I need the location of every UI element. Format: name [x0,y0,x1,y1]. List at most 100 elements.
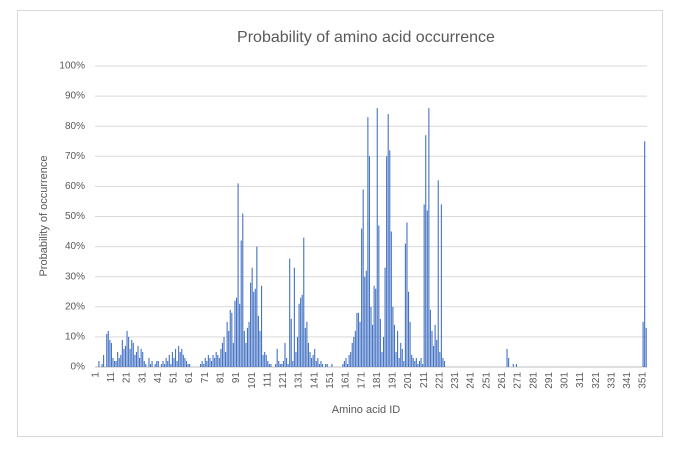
bar [275,363,277,367]
x-tick-label: 131 [294,372,305,389]
x-tick-label: 331 [606,372,617,389]
bar [422,363,424,367]
bar [107,330,109,367]
x-tick-label: 101 [247,372,258,389]
bar [154,363,156,367]
x-tick-label: 161 [341,372,352,389]
bar [162,360,164,367]
bar [431,330,433,367]
bar [293,267,295,367]
x-tick-label: 21 [122,372,133,384]
bar [206,360,208,367]
bar [228,330,230,367]
bar [160,363,163,367]
bar [220,348,222,367]
bar [436,339,438,367]
bar [506,348,508,367]
bar [392,306,394,367]
bar [301,294,303,367]
x-tick-label: 271 [513,372,524,389]
bar [403,360,405,367]
bar [265,354,267,367]
bar [321,363,324,367]
y-tick-label: 70% [65,151,85,162]
bar [156,360,158,367]
bar [118,357,120,367]
bar [218,357,220,367]
bar [415,357,417,367]
bar [395,351,397,367]
bar [209,357,211,367]
bar [245,342,247,367]
bar [303,237,305,367]
x-tick-label: 181 [372,372,383,389]
bar [248,321,250,367]
bar [270,363,272,367]
bar [437,180,439,367]
bar [365,270,367,367]
bar [645,327,647,367]
bar [318,363,320,367]
bar [201,360,203,367]
x-tick-label: 231 [450,372,461,389]
bar [418,360,421,367]
bar [134,354,136,367]
bar [298,303,300,367]
bar [428,108,430,367]
x-tick-label: 241 [466,372,477,389]
bar [126,330,128,367]
bar [367,117,369,367]
bar [221,342,223,367]
bar [384,267,386,367]
x-tick-label: 171 [356,372,367,389]
bar [390,231,392,367]
bar [515,363,517,367]
bar [110,342,112,367]
x-tick-label: 321 [591,372,602,389]
bar [306,321,308,367]
bar [325,363,327,367]
bar [254,288,256,367]
bar [215,351,217,367]
bar [290,318,292,367]
x-tick-label: 11 [106,372,117,383]
bar [251,267,253,367]
bar [203,363,205,367]
bar [181,348,183,367]
bar [174,348,177,367]
bar [372,324,374,367]
y-tick-label: 40% [65,241,85,252]
bar [225,351,227,367]
bar [167,360,169,367]
bar [240,240,242,367]
bar [282,360,284,367]
bar [137,345,139,367]
x-tick-label: 41 [153,372,164,384]
bar [232,342,234,367]
bar [356,312,358,367]
bar [187,363,189,367]
bar [157,360,159,367]
bar [368,156,370,367]
bar [393,324,396,367]
bar [212,354,214,367]
bar [420,357,422,367]
bar [237,183,239,367]
bar [443,360,446,367]
chart-title: Probability of amino acid occurrence [237,29,495,46]
bar [242,213,244,367]
bar [145,363,147,367]
bar [429,309,431,367]
bar [343,360,345,367]
bar [381,351,383,367]
bar [284,342,286,367]
x-tick-label: 201 [403,372,414,389]
bar [200,363,202,367]
bar [103,354,105,367]
bar [214,357,216,367]
bar [281,363,283,367]
bar [139,357,141,367]
bar [362,189,364,367]
x-tick-label: 1 [90,372,101,378]
